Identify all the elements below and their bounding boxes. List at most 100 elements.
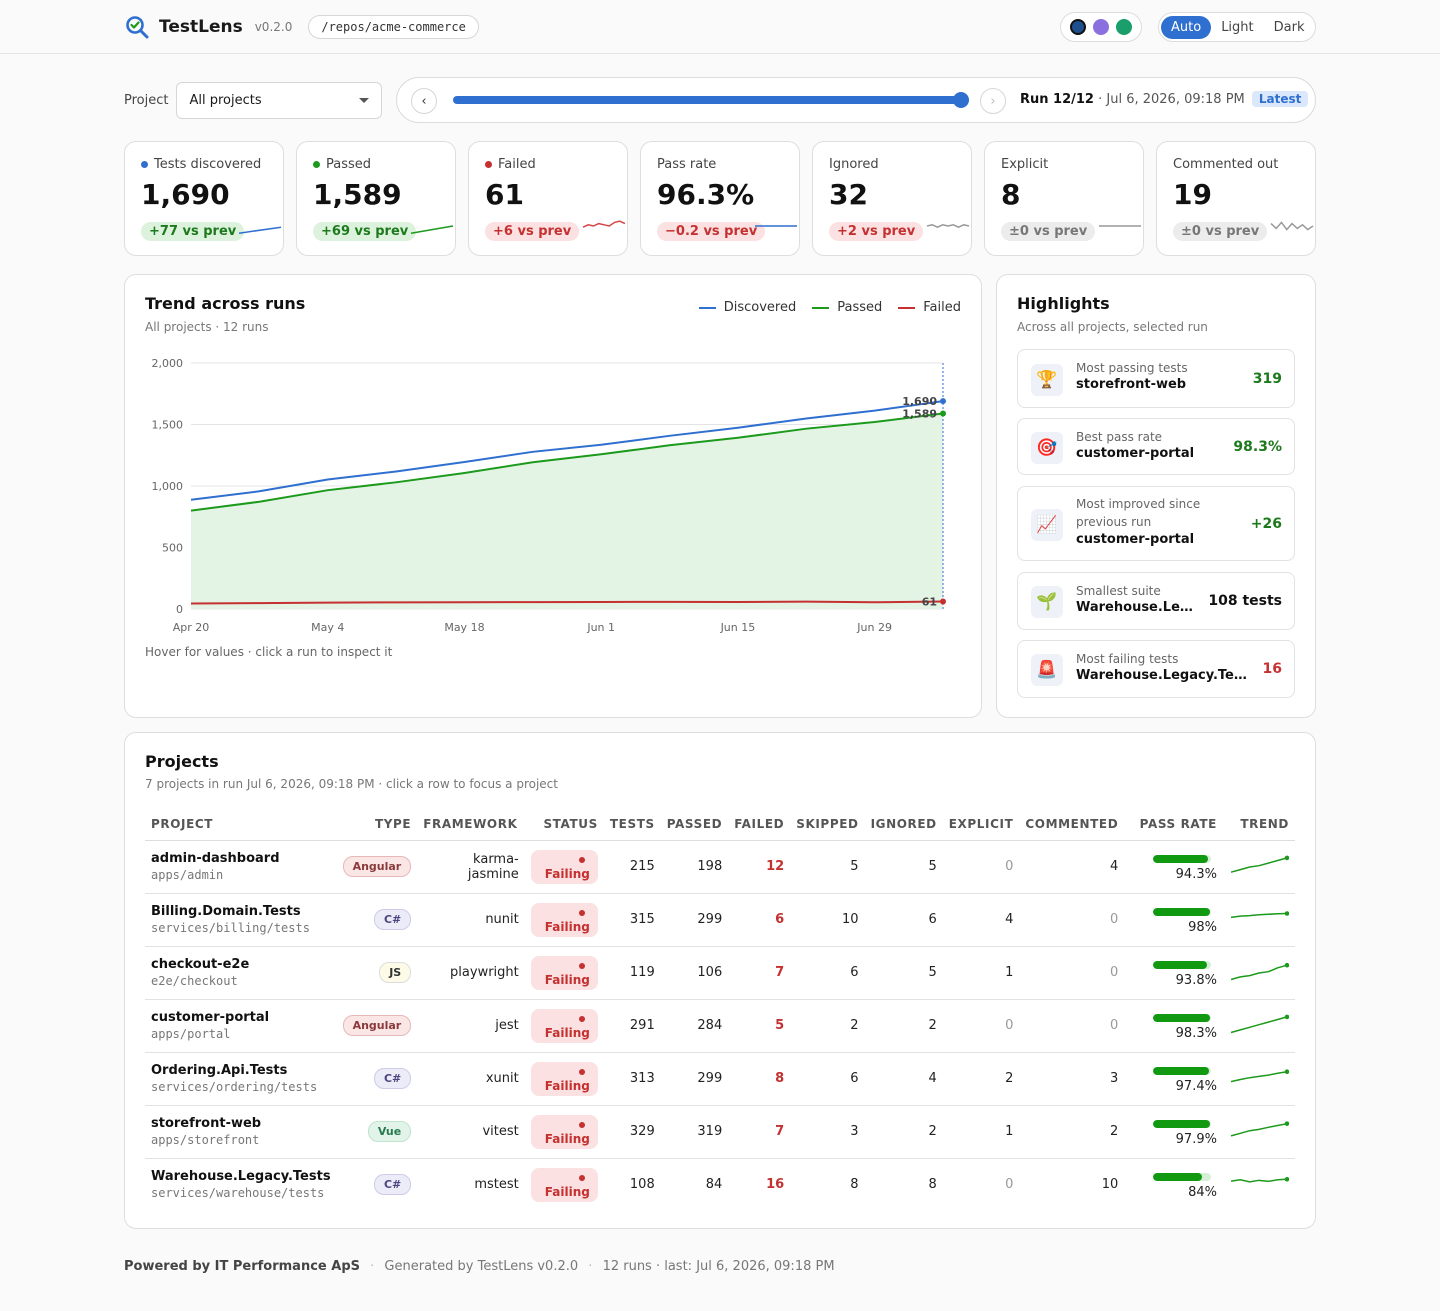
type-badge: Angular	[342, 1015, 412, 1036]
table-row[interactable]: Warehouse.Legacy.Tests services/warehouse…	[145, 1158, 1295, 1211]
commented-cell: 0	[1019, 946, 1125, 1000]
failed-cell: 5	[728, 999, 791, 1053]
pass-rate-cell: 98%	[1124, 893, 1223, 947]
project-path: apps/portal	[151, 1027, 231, 1041]
failed-cell: 8	[728, 1052, 791, 1106]
palette-green-button[interactable]	[1116, 19, 1132, 35]
column-header[interactable]: SKIPPED	[790, 808, 865, 841]
theme-dark-button[interactable]: Dark	[1273, 19, 1305, 35]
sparkline-end-dot	[1284, 962, 1290, 967]
theme-auto-button[interactable]: Auto	[1161, 15, 1212, 39]
y-tick-label: 1,500	[152, 419, 184, 432]
sparkline-end-dot	[1284, 855, 1290, 860]
passed-cell: 84	[705, 1177, 723, 1193]
status-dot-icon	[578, 857, 585, 863]
stat-sparkline	[410, 225, 454, 234]
skipped-cell: 2	[790, 999, 865, 1053]
footer: Powered by IT Performance ApS · Generate…	[124, 1259, 835, 1274]
chart-up-icon: 📈	[1031, 508, 1063, 541]
pass-rate-fill	[1152, 1014, 1210, 1022]
prev-run-button[interactable]: ‹	[411, 88, 437, 114]
table-row[interactable]: checkout-e2e e2e/checkout JS playwright Fail…	[145, 946, 1295, 1000]
trend-cell	[1222, 946, 1295, 1000]
column-header[interactable]: STATUS	[524, 808, 604, 841]
table-row[interactable]: storefront-web apps/storefront Vue vitest Fa…	[145, 1105, 1295, 1159]
stat-card: Ignored 32 +2 vs prev	[812, 141, 972, 256]
series-end-point	[940, 398, 946, 405]
theme-light-button[interactable]: Light	[1221, 19, 1254, 35]
sparkline-end-dot	[1284, 1068, 1290, 1074]
highlight-item[interactable]: 📈 Most improved since previous run custome…	[1017, 486, 1295, 561]
highlight-project: Warehouse.Legacy.Tests	[1076, 668, 1248, 683]
highlight-value: 98.3%	[1233, 438, 1282, 455]
status-dot-icon	[578, 1016, 585, 1022]
trend-chart[interactable]: 0 500 1,000 1,500 2,000 Apr 20 May 4 May 18 Jun …	[125, 349, 983, 689]
trend-subtitle: All projects · 12 runs	[145, 320, 269, 334]
table-row[interactable]: customer-portal apps/portal Angular jest Fai…	[145, 999, 1295, 1053]
column-header[interactable]: PASSED	[660, 808, 729, 841]
column-header[interactable]: PROJECT	[145, 808, 337, 841]
status-dot-icon	[485, 161, 492, 168]
table-row[interactable]: admin-dashboard apps/admin Angular karma-ja…	[145, 840, 1295, 894]
projects-table: PROJECT TYPE FRAMEWORK STATUS TESTS PASSED FAI…	[145, 808, 1295, 1211]
column-header[interactable]: FAILED	[728, 808, 791, 841]
run-slider-thumb[interactable]	[953, 92, 969, 108]
footer-brand[interactable]: Powered by IT Performance ApS	[124, 1259, 360, 1274]
trophy-icon: 🏆	[1031, 363, 1063, 396]
ignored-cell: 5	[864, 840, 943, 894]
next-run-button[interactable]: ›	[980, 88, 1006, 114]
trend-cell	[1222, 999, 1295, 1053]
project-path: apps/admin	[151, 868, 224, 882]
status-badge: Failing	[530, 1008, 598, 1043]
column-header[interactable]: TYPE	[336, 808, 418, 841]
trend-cell	[1222, 1052, 1295, 1106]
status-badge: Failing	[530, 902, 598, 937]
pass-rate-fill	[1152, 1067, 1210, 1075]
stat-delta: +2 vs prev	[829, 222, 924, 241]
y-tick-label: 1,000	[152, 480, 184, 493]
column-header[interactable]: EXPLICIT	[942, 808, 1020, 841]
status-dot-icon	[578, 910, 585, 916]
stat-sparkline	[926, 224, 970, 229]
commented-cell: 0	[1019, 999, 1125, 1053]
project-name: checkout-e2e	[151, 957, 250, 972]
commented-cell: 0	[1019, 893, 1125, 947]
highlight-item[interactable]: 🏆 Most passing tests storefront-web 319	[1017, 349, 1295, 408]
highlight-item[interactable]: 🎯 Best pass rate customer-portal 98.3%	[1017, 418, 1295, 475]
siren-icon: 🚨	[1031, 654, 1063, 686]
palette-purple-button[interactable]	[1093, 19, 1109, 35]
status-cell: Failing	[524, 946, 604, 1000]
stat-label: Ignored	[829, 157, 879, 172]
type-cell: JS	[336, 946, 418, 1000]
pass-rate-cell: 97.9%	[1124, 1105, 1223, 1159]
row-sparkline	[1230, 962, 1290, 980]
highlight-item[interactable]: 🚨 Most failing tests Warehouse.Legacy.Test…	[1017, 640, 1295, 698]
explicit-cell: 0	[942, 840, 1020, 894]
skipped-cell: 8	[850, 1177, 859, 1193]
column-header[interactable]: PASS RATE	[1124, 808, 1223, 841]
pass-rate-fill	[1152, 908, 1210, 916]
palette-dark-blue-button[interactable]	[1070, 19, 1086, 35]
column-header[interactable]: IGNORED	[864, 808, 943, 841]
table-row[interactable]: Billing.Domain.Tests services/billing/tes…	[145, 893, 1295, 947]
column-header[interactable]: TESTS	[603, 808, 661, 841]
highlight-item[interactable]: 🌱 Smallest suite Warehouse.Legacy.Tests 108…	[1017, 572, 1295, 630]
table-row[interactable]: Ordering.Api.Tests services/ordering/test…	[145, 1052, 1295, 1106]
x-tick-label: Apr 20	[173, 621, 210, 634]
failed-cell: 7	[728, 946, 791, 1000]
stat-label: Passed	[313, 157, 371, 172]
project-select[interactable]: All projects	[176, 82, 383, 119]
stat-value: 1,690	[141, 178, 230, 211]
highlights-title: Highlights	[1017, 294, 1110, 313]
type-cell: Vue	[336, 1105, 418, 1159]
column-header[interactable]: TREND	[1222, 808, 1295, 841]
column-header[interactable]: FRAMEWORK	[417, 808, 525, 841]
run-slider-track[interactable]	[453, 96, 961, 104]
ignored-cell: 5	[864, 946, 943, 1000]
framework-cell: jest	[417, 999, 525, 1053]
stat-label: Commented out	[1173, 157, 1279, 172]
app-version: v0.2.0	[254, 20, 293, 34]
highlight-value: +26	[1250, 515, 1282, 532]
column-header[interactable]: COMMENTED	[1019, 808, 1125, 841]
commented-cell: 3	[1019, 1052, 1125, 1106]
